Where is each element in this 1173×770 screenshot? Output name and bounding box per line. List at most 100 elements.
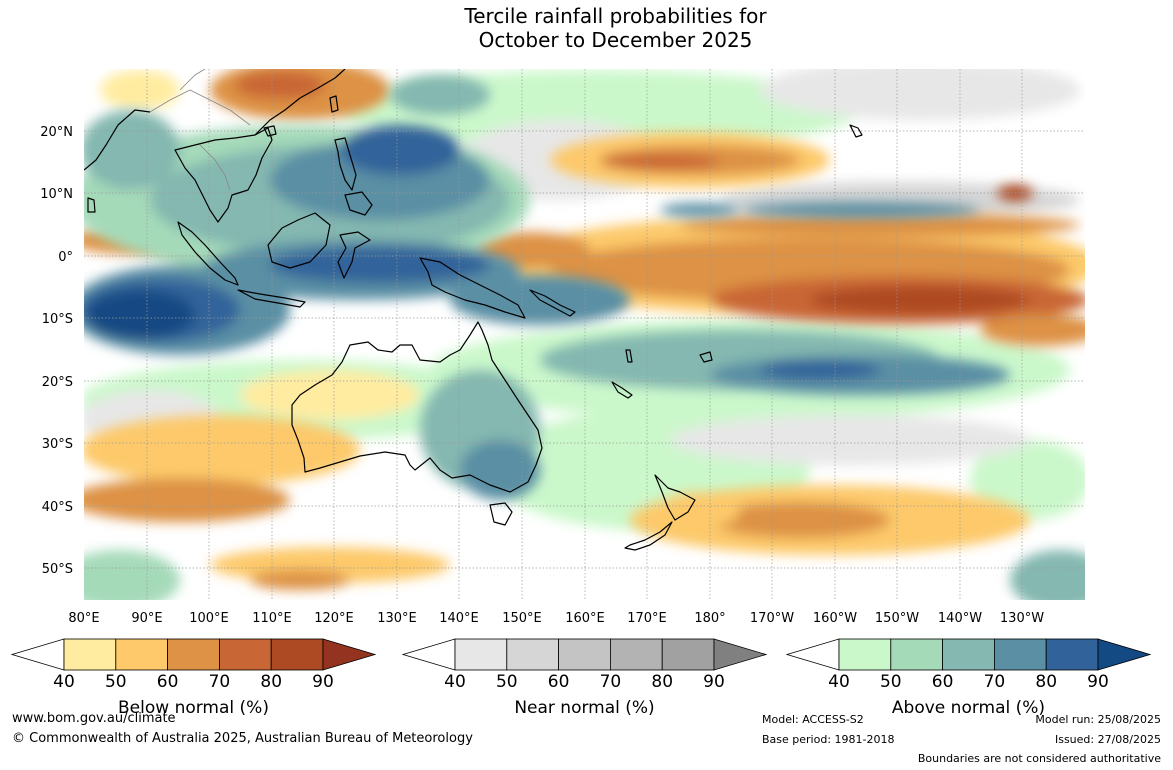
vanuatu-coastline bbox=[625, 349, 633, 363]
colorbar-tick-label: 60 bbox=[932, 672, 954, 692]
country-borders bbox=[149, 69, 251, 191]
india-coastline bbox=[84, 109, 151, 171]
lat-label: 0° bbox=[58, 250, 73, 265]
colorbar-segment bbox=[506, 638, 559, 671]
lon-label: 80°E bbox=[68, 611, 99, 626]
lon-label: 150°E bbox=[502, 611, 542, 626]
colorbar-above-normal: 40 50 60 70 80 90 Above normal (%) bbox=[785, 638, 1152, 718]
colorbar-near-normal: 40 50 60 70 80 90 Near normal (%) bbox=[401, 638, 768, 718]
colorbar-segment bbox=[454, 638, 508, 671]
colorbar-over-triangle bbox=[1097, 638, 1152, 671]
colorbar-segment bbox=[994, 638, 1047, 671]
colorbar-segment bbox=[63, 638, 117, 671]
indochina-coastline bbox=[174, 127, 273, 223]
lon-label: 160°W bbox=[813, 611, 857, 626]
copyright-text: © Commonwealth of Australia 2025, Austra… bbox=[12, 731, 473, 746]
fiji-coastline bbox=[699, 351, 713, 363]
colorbar-tick-label: 90 bbox=[1087, 672, 1109, 692]
colorbar-title: Near normal (%) bbox=[514, 698, 654, 718]
colorbar-tick-label: 50 bbox=[105, 672, 127, 692]
map-title: Tercile rainfall probabilities for Octob… bbox=[0, 4, 1173, 52]
colorbar-tick-label: 40 bbox=[53, 672, 75, 692]
java-coastline bbox=[237, 289, 306, 308]
model-name: Model: ACCESS-S2 bbox=[762, 713, 864, 726]
new-zealand-south-coastline bbox=[624, 521, 673, 551]
colorbar-segment bbox=[890, 638, 943, 671]
lon-label: 130°W bbox=[1000, 611, 1044, 626]
colorbar-over-triangle bbox=[322, 638, 377, 671]
colorbar-tick-label: 70 bbox=[209, 672, 231, 692]
colorbar-tick-label: 60 bbox=[548, 672, 570, 692]
base-period: Base period: 1981-2018 bbox=[762, 733, 895, 746]
lon-label: 130°E bbox=[377, 611, 417, 626]
title-line-1: Tercile rainfall probabilities for bbox=[464, 4, 767, 28]
colorbar-segment bbox=[838, 638, 892, 671]
new-guinea-coastline bbox=[419, 257, 526, 319]
model-run-date: Model run: 25/08/2025 bbox=[1035, 713, 1161, 726]
lat-label: 20°N bbox=[40, 125, 73, 140]
lon-label: 140°E bbox=[439, 611, 479, 626]
colorbar-tick-label: 80 bbox=[651, 672, 673, 692]
colorbar-tick-label: 40 bbox=[444, 672, 466, 692]
lat-label: 10°N bbox=[40, 187, 73, 202]
australia-coastline bbox=[291, 321, 543, 493]
lat-label: 10°S bbox=[42, 312, 73, 327]
new-zealand-north-coastline bbox=[654, 474, 696, 521]
colorbar-segment bbox=[1045, 638, 1099, 671]
lat-label: 50°S bbox=[42, 562, 73, 577]
colorbar-tick-label: 70 bbox=[600, 672, 622, 692]
colorbar-tick-label: 90 bbox=[703, 672, 725, 692]
colorbar-title: Below normal (%) bbox=[118, 698, 269, 718]
lat-label: 40°S bbox=[42, 500, 73, 515]
colorbar-segment bbox=[661, 638, 715, 671]
title-line-2: October to December 2025 bbox=[478, 28, 753, 52]
hainan-coastline bbox=[263, 125, 277, 137]
colorbar-segment bbox=[270, 638, 324, 671]
colorbar-under-triangle bbox=[10, 638, 65, 671]
hawaii-coastline bbox=[849, 124, 863, 138]
colorbar-segment bbox=[218, 638, 272, 671]
colorbar-tick-label: 80 bbox=[1035, 672, 1057, 692]
lat-label: 30°S bbox=[42, 437, 73, 452]
lon-label: 110°E bbox=[252, 611, 292, 626]
colorbar-tick-label: 90 bbox=[312, 672, 334, 692]
colorbar-tick-label: 60 bbox=[157, 672, 179, 692]
colorbar-segment bbox=[942, 638, 995, 671]
sumatra-coastline bbox=[177, 221, 239, 286]
lon-label: 140°W bbox=[938, 611, 982, 626]
colorbar-tick-label: 40 bbox=[828, 672, 850, 692]
longitude-labels: 80°E 90°E 100°E 110°E 120°E 130°E 140°E … bbox=[68, 611, 1044, 626]
colorbar-segment bbox=[115, 638, 169, 671]
tasmania-coastline bbox=[489, 502, 513, 526]
website-url: www.bom.gov.au/climate bbox=[12, 711, 176, 726]
colorbar-segment bbox=[610, 638, 663, 671]
lon-label: 100°E bbox=[189, 611, 229, 626]
probability-field bbox=[84, 69, 1085, 600]
colorbar-below-normal: 40 50 60 70 80 90 Below normal (%) bbox=[10, 638, 377, 718]
sri-lanka-coastline bbox=[87, 197, 96, 213]
new-caledonia-coastline bbox=[611, 381, 633, 399]
latitude-labels: 20°N 10°N 0° 10°S 20°S 30°S 40°S 50°S bbox=[40, 125, 73, 577]
philippines-coastline bbox=[334, 137, 373, 216]
colorbar-segment bbox=[167, 638, 220, 671]
sulawesi-coastline bbox=[337, 231, 371, 279]
lat-label: 20°S bbox=[42, 375, 73, 390]
lon-label: 150°W bbox=[875, 611, 919, 626]
lon-label: 160°E bbox=[565, 611, 605, 626]
colorbar-under-triangle bbox=[785, 638, 840, 671]
colorbar-segment bbox=[558, 638, 611, 671]
colorbar-tick-label: 70 bbox=[984, 672, 1006, 692]
china-coastline bbox=[254, 69, 346, 136]
colorbar-tick-label: 80 bbox=[260, 672, 282, 692]
colorbar-over-triangle bbox=[713, 638, 768, 671]
colorbar-tick-label: 50 bbox=[880, 672, 902, 692]
lon-label: 180° bbox=[694, 611, 725, 626]
coastlines bbox=[84, 69, 863, 551]
lon-label: 170°W bbox=[750, 611, 794, 626]
colorbar-title: Above normal (%) bbox=[892, 698, 1045, 718]
colorbar-under-triangle bbox=[401, 638, 456, 671]
taiwan-coastline bbox=[329, 95, 339, 113]
solomon-islands-coastline bbox=[529, 289, 576, 317]
colorbar-tick-label: 50 bbox=[496, 672, 518, 692]
